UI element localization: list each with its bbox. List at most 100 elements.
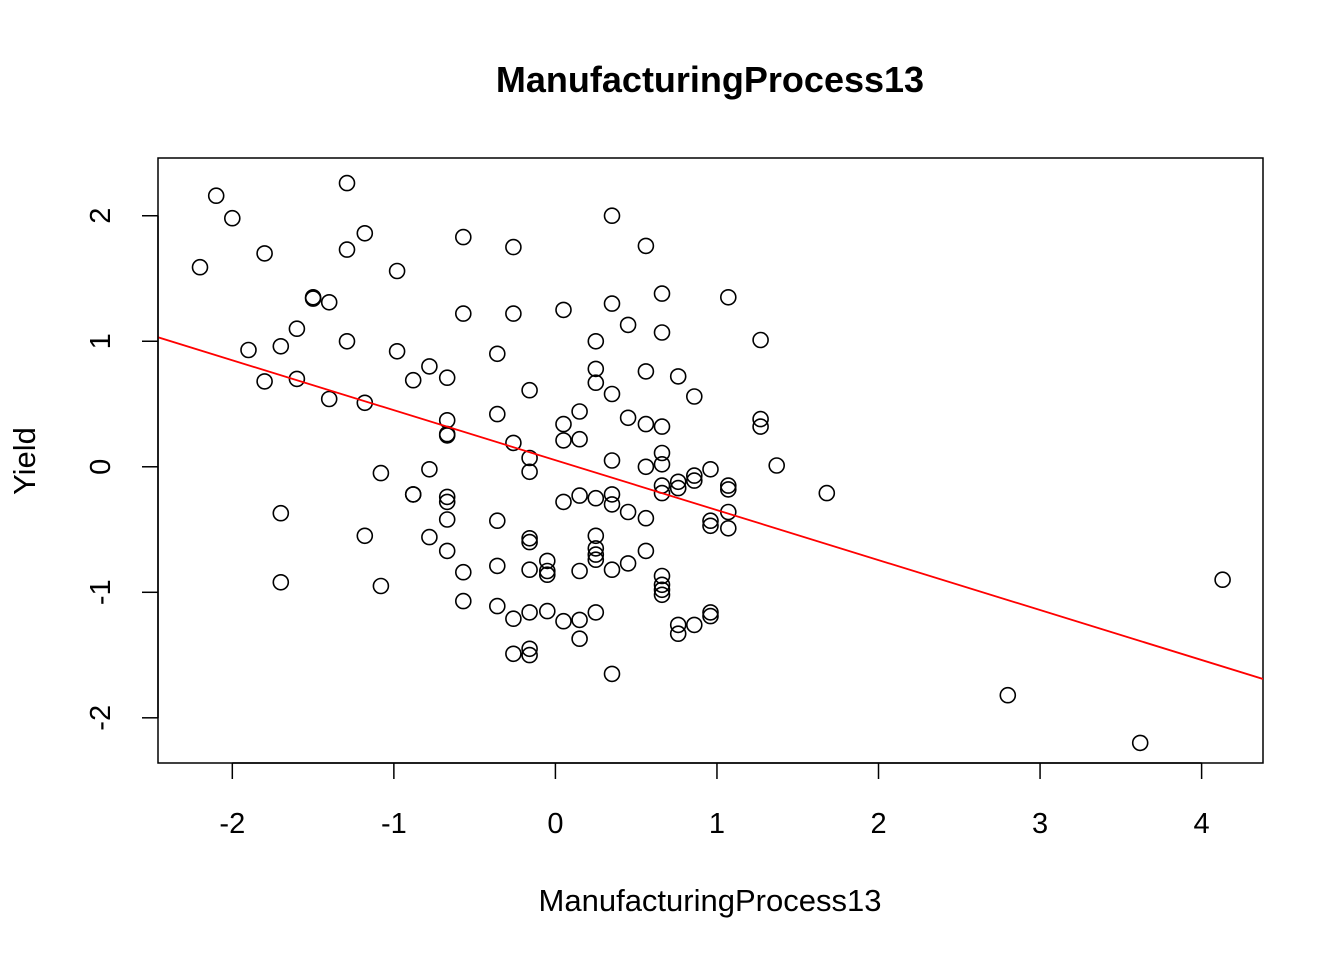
data-point: [603, 207, 621, 224]
data-point: [304, 290, 322, 307]
x-tick-label: 1: [709, 808, 725, 840]
data-point: [653, 418, 671, 435]
data-point: [272, 573, 290, 591]
data-point: [719, 481, 737, 498]
data-point: [288, 320, 306, 338]
y-tick-label: 2: [85, 208, 117, 224]
data-point: [438, 511, 456, 528]
data-point: [685, 616, 703, 634]
data-point: [338, 241, 356, 258]
data-point: [587, 540, 605, 557]
data-point: [538, 566, 556, 584]
data-point: [521, 604, 538, 621]
data-point: [240, 341, 257, 359]
data-point: [454, 228, 472, 246]
x-tick-label: -2: [219, 808, 245, 840]
data-point: [603, 496, 621, 513]
data-point: [224, 209, 241, 227]
data-point: [388, 342, 406, 360]
data-point: [653, 455, 671, 473]
data-point: [587, 374, 605, 392]
data-point: [404, 486, 422, 503]
data-point: [603, 561, 621, 579]
data-point: [719, 519, 737, 537]
data-point: [669, 473, 687, 491]
data-point: [653, 576, 671, 594]
data-point: [438, 493, 456, 511]
data-point: [587, 546, 605, 563]
data-point: [702, 517, 719, 535]
data-point: [702, 607, 719, 625]
data-point: [587, 551, 605, 569]
y-tick-label: 1: [85, 333, 117, 349]
data-point: [505, 305, 522, 322]
data-point: [538, 552, 556, 570]
data-point: [571, 562, 588, 580]
data-point: [603, 486, 621, 503]
regression-line-layer: [158, 336, 1263, 680]
data-point: [521, 381, 538, 399]
data-point: [488, 557, 506, 575]
data-point: [653, 444, 671, 462]
data-point: [653, 567, 671, 585]
data-point: [603, 295, 621, 312]
data-point: [587, 527, 605, 545]
data-point: [619, 555, 637, 572]
data-point: [702, 604, 719, 621]
x-axis: -2 -1 0 1 2 3 4: [219, 762, 1210, 840]
data-point: [685, 467, 703, 484]
data-point: [571, 403, 588, 420]
data-point: [538, 562, 556, 580]
data-point: [768, 457, 786, 474]
data-point: [555, 493, 572, 511]
data-point: [421, 528, 438, 546]
data-point: [505, 238, 522, 256]
data-point: [256, 373, 273, 390]
data-point: [505, 610, 522, 628]
data-point: [637, 542, 655, 560]
x-axis-label: ManufacturingProcess13: [539, 883, 882, 918]
data-point: [587, 332, 605, 350]
data-point: [587, 604, 605, 621]
regression-line: [158, 336, 1263, 680]
x-tick-label: 0: [547, 808, 563, 840]
data-point: [521, 561, 538, 579]
data-point: [438, 427, 456, 444]
data-point: [388, 262, 406, 280]
data-point: [338, 332, 356, 350]
x-tick-label: -1: [381, 808, 407, 840]
data-point: [619, 409, 637, 427]
data-point: [619, 503, 637, 521]
y-axis-label: Yield: [7, 427, 42, 495]
plot-frame: [157, 157, 1264, 764]
data-point: [752, 331, 769, 349]
data-point: [603, 665, 621, 683]
data-point: [521, 449, 538, 467]
data-point: [488, 597, 506, 615]
y-tick-label: -1: [85, 579, 117, 605]
data-point: [338, 174, 356, 192]
data-point: [521, 533, 538, 551]
data-point: [555, 432, 572, 449]
data-point: [587, 360, 605, 378]
data-point: [752, 418, 769, 435]
data-point: [571, 630, 588, 648]
data-point: [555, 612, 572, 630]
data-point: [637, 509, 655, 527]
x-tick-label: 2: [870, 808, 886, 840]
data-point: [603, 452, 621, 469]
data-point: [320, 390, 338, 408]
data-point: [653, 586, 671, 604]
points-layer: [191, 174, 1231, 752]
data-point: [356, 225, 374, 242]
x-tick-label: 4: [1194, 808, 1210, 840]
data-point: [505, 645, 522, 663]
data-point: [637, 415, 655, 433]
data-point: [505, 434, 522, 452]
data-point: [488, 405, 506, 423]
data-point: [421, 358, 438, 375]
data-point: [438, 488, 456, 506]
data-point: [999, 686, 1017, 704]
data-point: [603, 385, 621, 403]
data-point: [685, 472, 703, 489]
